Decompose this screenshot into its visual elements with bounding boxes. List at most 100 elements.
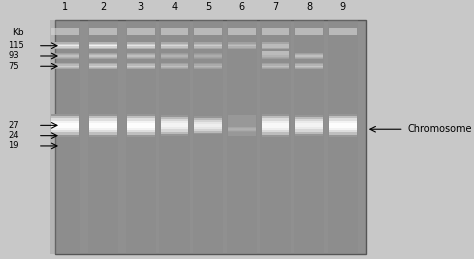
Bar <box>295 54 323 55</box>
Bar <box>161 130 188 132</box>
Bar <box>89 55 117 57</box>
Bar <box>228 128 255 129</box>
Bar <box>51 28 79 35</box>
Bar <box>262 44 289 45</box>
Bar <box>127 48 155 49</box>
Text: 24: 24 <box>9 131 19 140</box>
Bar <box>51 67 79 68</box>
Bar <box>161 123 188 125</box>
Bar <box>161 55 188 57</box>
Bar <box>194 58 222 59</box>
Bar <box>127 114 155 116</box>
Bar <box>295 55 323 57</box>
Bar <box>161 68 188 69</box>
Text: 27: 27 <box>9 121 19 130</box>
Bar <box>127 68 155 69</box>
Bar <box>329 118 356 121</box>
Bar <box>51 54 79 55</box>
Bar <box>262 53 289 54</box>
Bar <box>194 48 222 49</box>
Text: 8: 8 <box>306 2 312 12</box>
Bar <box>194 133 222 134</box>
Bar <box>89 135 117 137</box>
Bar <box>295 125 323 127</box>
Bar <box>161 125 188 127</box>
Bar <box>295 28 323 35</box>
Bar <box>89 123 117 125</box>
Text: Kb: Kb <box>13 28 24 37</box>
Bar <box>295 121 323 123</box>
Bar <box>262 66 289 67</box>
Bar <box>262 125 289 128</box>
Bar <box>262 68 289 69</box>
Bar <box>262 132 289 135</box>
Bar <box>127 121 155 123</box>
Bar <box>127 44 155 45</box>
Bar <box>194 116 222 118</box>
Bar <box>329 116 356 118</box>
Bar <box>127 63 155 64</box>
Bar <box>161 63 188 64</box>
Bar <box>161 66 188 67</box>
Bar <box>228 129 255 130</box>
Bar <box>161 121 188 123</box>
Bar <box>262 45 289 46</box>
Bar <box>127 46 155 48</box>
Bar <box>51 58 79 59</box>
Bar <box>329 125 356 128</box>
Bar <box>51 45 79 46</box>
Bar <box>161 44 188 45</box>
Bar <box>329 128 356 130</box>
Bar <box>194 42 222 44</box>
Bar <box>161 28 188 35</box>
Bar <box>262 118 289 121</box>
Bar <box>51 42 79 44</box>
Bar <box>161 57 188 58</box>
Bar <box>89 42 117 44</box>
Bar <box>127 42 155 44</box>
Bar <box>127 64 155 66</box>
Bar <box>161 132 188 134</box>
Bar <box>51 44 79 45</box>
Text: 3: 3 <box>138 2 144 12</box>
Text: 93: 93 <box>9 52 19 61</box>
Bar <box>161 127 188 130</box>
Bar <box>260 20 291 254</box>
Bar <box>194 63 222 64</box>
Bar <box>127 118 155 121</box>
Text: 4: 4 <box>172 2 178 12</box>
Bar <box>329 121 356 123</box>
Bar <box>295 130 323 132</box>
Bar <box>51 130 79 132</box>
Bar <box>127 55 155 57</box>
Bar <box>127 135 155 137</box>
Bar <box>161 42 188 44</box>
Text: 115: 115 <box>9 41 24 50</box>
Bar <box>262 128 289 130</box>
Bar <box>51 63 79 64</box>
Bar <box>262 51 289 55</box>
Bar <box>295 132 323 134</box>
Text: 1: 1 <box>62 2 68 12</box>
Bar <box>262 123 289 125</box>
Bar <box>262 44 289 48</box>
Bar <box>161 46 188 48</box>
Bar <box>295 53 323 54</box>
Bar <box>194 46 222 48</box>
Bar <box>89 46 117 48</box>
Bar <box>329 114 356 116</box>
Bar <box>89 121 117 123</box>
Bar <box>51 57 79 58</box>
Bar <box>51 64 79 66</box>
Bar <box>295 67 323 68</box>
Text: 7: 7 <box>273 2 279 12</box>
Bar <box>127 125 155 128</box>
Bar <box>262 55 289 57</box>
Bar <box>161 117 188 119</box>
Bar <box>194 44 222 45</box>
Bar <box>89 125 117 128</box>
Bar <box>161 115 188 117</box>
Bar <box>228 45 255 46</box>
Bar <box>51 68 79 69</box>
Bar <box>127 28 155 35</box>
